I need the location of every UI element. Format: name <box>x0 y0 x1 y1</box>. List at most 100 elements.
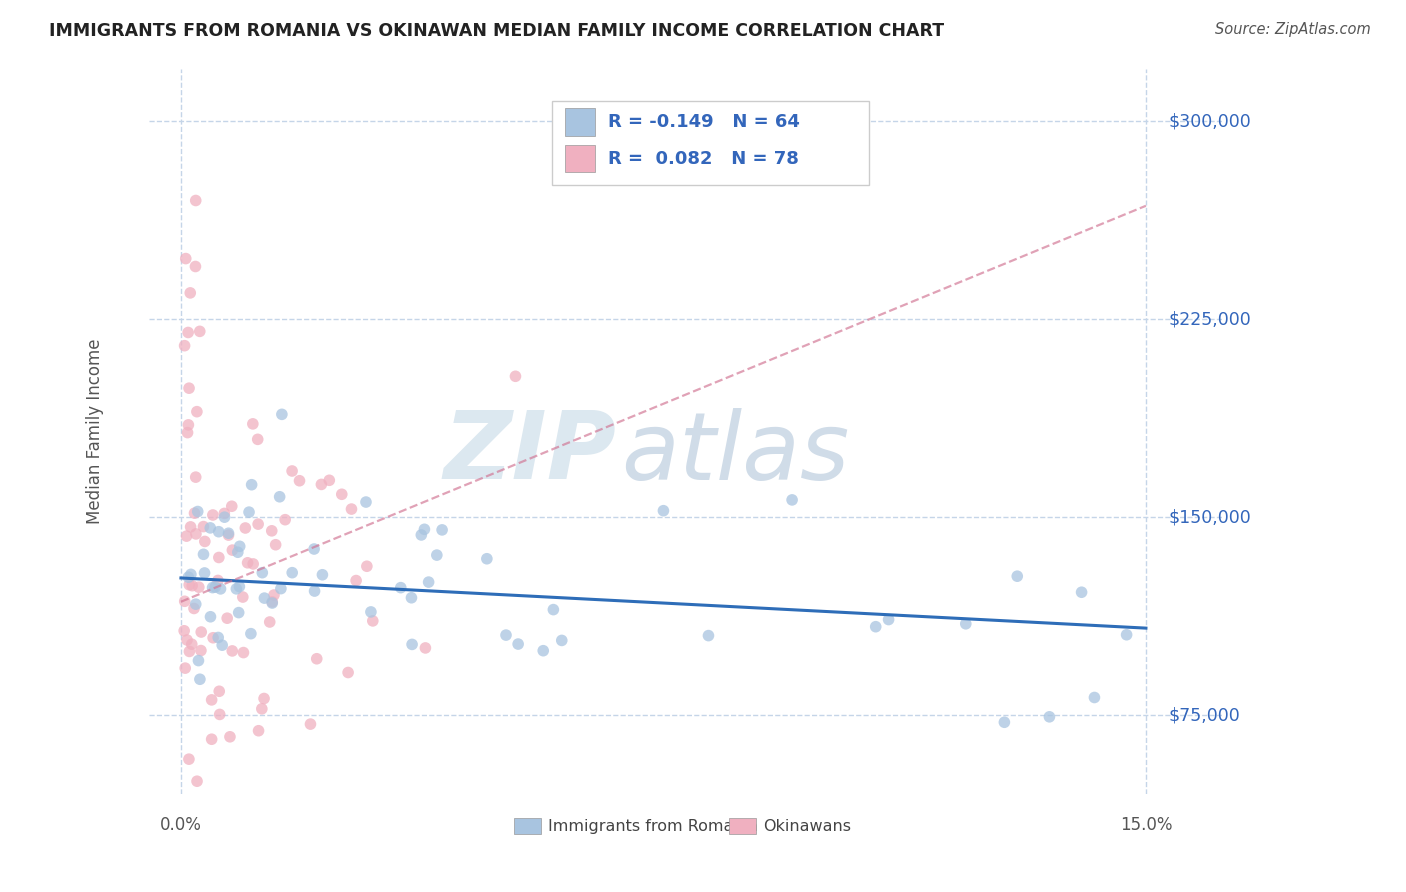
Text: $150,000: $150,000 <box>1168 508 1251 526</box>
Point <box>955 616 977 631</box>
Text: Median Family Income: Median Family Income <box>86 339 104 524</box>
Point <box>208 707 231 722</box>
Point <box>177 752 200 766</box>
Point <box>202 631 225 645</box>
Text: Okinawans: Okinawans <box>763 819 851 834</box>
Point <box>253 591 276 606</box>
Point <box>250 702 273 716</box>
Point <box>214 510 236 524</box>
Point <box>201 693 224 707</box>
Point <box>430 523 453 537</box>
Point <box>207 631 229 645</box>
Point <box>208 684 231 698</box>
Point <box>780 492 803 507</box>
Point <box>179 285 201 300</box>
Point <box>226 545 249 559</box>
Point <box>208 524 231 539</box>
Point <box>340 502 363 516</box>
Point <box>543 602 565 616</box>
Point <box>330 487 353 501</box>
Text: Immigrants from Romania: Immigrants from Romania <box>548 819 758 834</box>
Point <box>219 730 242 744</box>
Point <box>697 629 720 643</box>
Point <box>865 620 887 634</box>
Point <box>475 551 498 566</box>
Point <box>360 605 382 619</box>
Point <box>356 559 378 574</box>
Text: Source: ZipAtlas.com: Source: ZipAtlas.com <box>1215 22 1371 37</box>
Point <box>401 637 423 651</box>
Point <box>193 547 215 561</box>
Point <box>228 539 250 553</box>
Point <box>200 521 222 535</box>
Point <box>389 581 412 595</box>
Point <box>184 194 207 208</box>
Point <box>176 529 198 543</box>
Point <box>201 581 224 595</box>
Point <box>304 584 326 599</box>
Point <box>1083 690 1105 705</box>
Bar <box>565 145 595 172</box>
Point <box>177 381 200 395</box>
Point <box>184 527 207 541</box>
Point <box>262 596 284 610</box>
Point <box>877 613 900 627</box>
Bar <box>728 818 756 834</box>
Point <box>415 640 437 655</box>
Point <box>247 517 270 532</box>
Point <box>551 633 574 648</box>
Point <box>260 524 283 538</box>
Point <box>177 417 200 432</box>
Bar <box>565 109 595 136</box>
Point <box>190 643 212 657</box>
Point <box>183 506 205 520</box>
Point <box>174 661 197 675</box>
Text: R = -0.149   N = 64: R = -0.149 N = 64 <box>607 113 800 131</box>
Point <box>177 326 200 340</box>
Point <box>508 637 530 651</box>
Text: IMMIGRANTS FROM ROMANIA VS OKINAWAN MEDIAN FAMILY INCOME CORRELATION CHART: IMMIGRANTS FROM ROMANIA VS OKINAWAN MEDI… <box>49 22 945 40</box>
Point <box>186 774 208 789</box>
Point <box>173 624 195 638</box>
Point <box>259 615 281 629</box>
Point <box>188 672 211 686</box>
Point <box>187 580 209 594</box>
Point <box>193 566 215 580</box>
Point <box>193 519 215 533</box>
Point <box>207 574 229 588</box>
Point <box>262 595 284 609</box>
Point <box>281 566 304 580</box>
Point <box>418 575 440 590</box>
Point <box>232 646 254 660</box>
Point <box>221 500 243 514</box>
Point <box>214 507 236 521</box>
Point <box>269 490 291 504</box>
Point <box>1115 628 1137 642</box>
Point <box>228 580 250 594</box>
Point <box>240 477 263 491</box>
Point <box>361 614 384 628</box>
Point <box>180 520 202 534</box>
Point <box>263 588 285 602</box>
Point <box>208 550 231 565</box>
Point <box>174 252 197 266</box>
Point <box>1070 585 1092 599</box>
Point <box>270 408 292 422</box>
Point <box>311 477 333 491</box>
Point <box>311 567 333 582</box>
Point <box>305 652 328 666</box>
Point <box>221 644 243 658</box>
Point <box>200 609 222 624</box>
Point <box>1038 710 1060 724</box>
Point <box>177 570 200 584</box>
Point <box>217 611 239 625</box>
Point <box>184 260 207 274</box>
Point <box>186 405 208 419</box>
Point <box>194 534 217 549</box>
Point <box>242 557 264 571</box>
Point <box>218 528 240 542</box>
Point <box>274 513 297 527</box>
Point <box>221 543 243 558</box>
Text: 15.0%: 15.0% <box>1119 815 1173 833</box>
Point <box>204 580 226 594</box>
